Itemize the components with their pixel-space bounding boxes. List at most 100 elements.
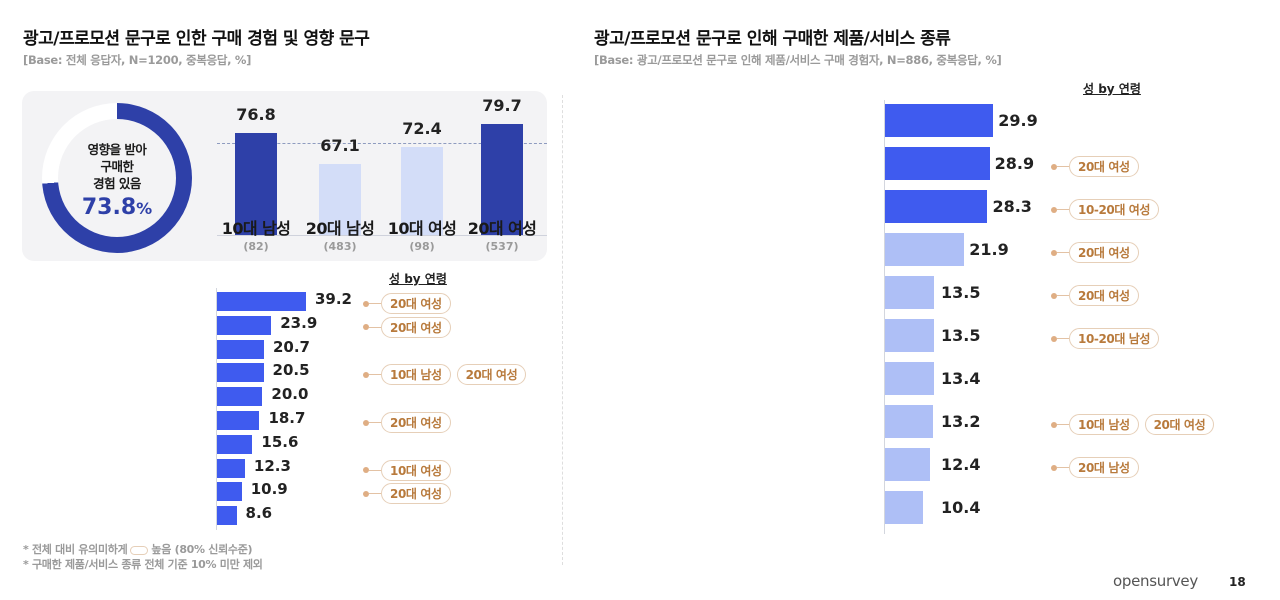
significance-tag: 10대 남성 <box>381 364 451 386</box>
right-chart-title: 광고/프로모션 문구로 인해 구매한 제품/서비스 종류 <box>594 29 951 49</box>
bar-value: 13.5 <box>941 326 981 345</box>
bar-value: 21.9 <box>969 240 1009 259</box>
column-bar <box>235 133 277 235</box>
footnote-significance: * 전체 대비 유의미하게 높음 (80% 신뢰수준) <box>23 543 253 556</box>
significance-tag: 10대 남성 <box>1069 414 1139 435</box>
significance-tag: 10-20대 남성 <box>1069 328 1160 349</box>
significance-tag-group: 20대 남성 <box>1051 457 1145 478</box>
tag-connector <box>369 374 381 376</box>
experience-donut-chart: 영향을 받아 구매한 경험 있음 73.8% <box>42 103 192 253</box>
column-sample-size: (98) <box>409 240 435 253</box>
opensurvey-logo: opensurvey <box>1113 572 1198 590</box>
significance-tag-group: 10대 남성 20대 여성 <box>1051 414 1220 435</box>
column-baseline <box>217 235 547 236</box>
bar-value: 13.5 <box>941 283 981 302</box>
bar-value: 8.6 <box>245 504 273 523</box>
tag-connector <box>1057 338 1069 339</box>
donut-center: 영향을 받아 구매한 경험 있음 73.8% <box>58 119 176 237</box>
column-bar <box>401 147 443 235</box>
tag-connector <box>369 303 381 304</box>
gender-age-column-chart: 76.8 10대 남성 (82) 67.1 20대 남성 (483) 72.4 10대 여성 (… <box>217 91 547 261</box>
column-value: 67.1 <box>320 136 360 156</box>
bar <box>885 233 965 266</box>
significance-tag-group: 20대 여성 <box>1051 242 1145 263</box>
tag-dot-icon <box>1051 335 1057 342</box>
bar-value: 23.9 <box>280 313 318 332</box>
tag-connector <box>1057 209 1069 210</box>
tag-connector <box>1057 166 1069 167</box>
significance-tag: 20대 여성 <box>1144 414 1215 435</box>
bar-value: 10.9 <box>250 480 288 499</box>
bar <box>217 411 260 430</box>
column-sample-size: (537) <box>485 240 519 253</box>
left-chart-title: 광고/프로모션 문구로 인한 구매 경험 및 영향 문구 <box>23 29 370 49</box>
column-label: 10대 여성 <box>387 219 457 238</box>
bar-axis <box>216 288 217 530</box>
bar-value: 28.3 <box>992 197 1032 216</box>
significance-tag: 20대 여성 <box>381 412 451 433</box>
column-label: 20대 남성 <box>305 219 375 238</box>
tag-dot-icon <box>363 300 369 307</box>
significance-tag: 20대 여성 <box>381 293 451 314</box>
bar <box>885 190 988 223</box>
right-legend-head: 성 by 연령 <box>1083 82 1141 96</box>
right-base-note: [Base: 광고/프로모션 문구로 인해 제품/서비스 구매 경험자, N=8… <box>594 53 1002 67</box>
bar-axis <box>884 100 885 534</box>
bar-value: 39.2 <box>314 290 352 308</box>
tag-connector <box>1057 252 1069 253</box>
bar <box>217 292 306 311</box>
tag-connector <box>1057 467 1069 468</box>
bar-value: 20.7 <box>272 337 310 356</box>
tag-dot-icon <box>1051 206 1057 213</box>
tag-dot-icon <box>1051 249 1057 256</box>
column-value: 76.8 <box>236 105 276 125</box>
significance-tag: 20대 여성 <box>381 316 451 338</box>
bar <box>885 491 923 524</box>
bar-value: 18.7 <box>268 409 306 427</box>
left-base-note: [Base: 전체 응답자, N=1200, 중복응답, %] <box>23 53 252 67</box>
tag-connector <box>369 326 381 328</box>
average-reference-line <box>217 142 547 144</box>
significance-tag-group: 20대 여성 <box>1051 285 1145 306</box>
bar-value: 10.4 <box>941 498 981 517</box>
bar <box>217 506 237 526</box>
significance-tag: 20대 여성 <box>1069 156 1139 177</box>
page-number: 18 <box>1229 575 1246 589</box>
significance-tag: 10-20대 여성 <box>1069 199 1160 220</box>
column-bar <box>319 164 361 235</box>
bar-value: 28.9 <box>994 154 1035 173</box>
bar <box>217 387 263 407</box>
tag-dot-icon <box>363 419 369 426</box>
significance-tag: 20대 여성 <box>1069 285 1139 306</box>
bar <box>885 276 934 309</box>
significance-tag-group: 10-20대 남성 <box>1051 328 1165 349</box>
significance-tag-group: 10대 여성 <box>363 459 457 481</box>
bar <box>217 434 253 454</box>
bar-value: 13.2 <box>941 412 981 431</box>
bar-value: 20.5 <box>272 361 310 380</box>
bar <box>885 448 930 481</box>
bar-value: 13.4 <box>941 369 981 388</box>
tag-connector <box>1057 295 1069 296</box>
tag-connector <box>1057 424 1069 425</box>
significance-tag-group: 20대 여성 <box>363 316 457 338</box>
bar <box>217 315 272 335</box>
tag-connector <box>369 422 381 423</box>
tag-connector <box>369 493 381 495</box>
significance-tag: 20대 남성 <box>1069 457 1139 478</box>
bar <box>885 319 934 352</box>
significance-tag-group: 20대 여성 <box>1051 156 1145 177</box>
column-bar <box>481 123 523 235</box>
donut-value: 73.8% <box>81 195 153 220</box>
column-value: 79.7 <box>482 95 522 115</box>
left-legend-head: 성 by 연령 <box>389 272 447 286</box>
bar <box>885 147 990 180</box>
footnote-exclusion: * 구매한 제품/서비스 종류 전체 기준 10% 미만 제외 <box>23 558 263 571</box>
significance-tag-group: 20대 여성 <box>363 412 457 433</box>
significance-pill-icon <box>130 545 149 555</box>
bar-value: 29.9 <box>998 111 1038 130</box>
tag-dot-icon <box>1051 292 1057 299</box>
tag-dot-icon <box>1051 464 1057 471</box>
tag-dot-icon <box>363 467 369 474</box>
bar <box>217 482 242 502</box>
